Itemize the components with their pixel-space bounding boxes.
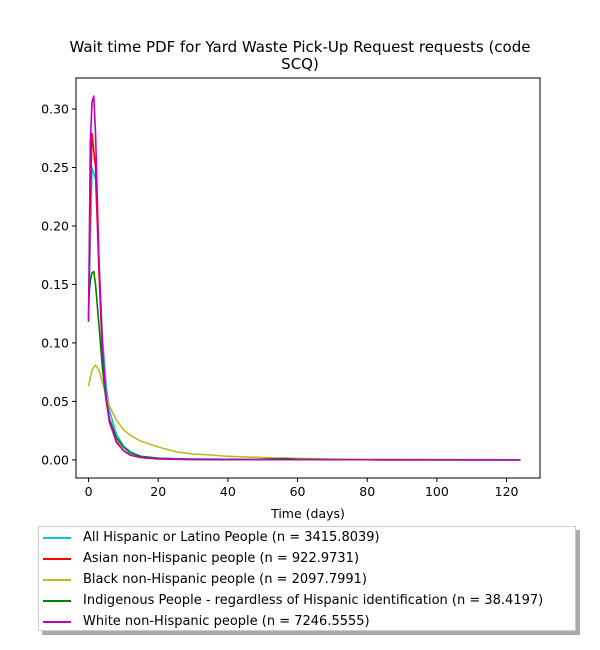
legend-item-asian: Asian non-Hispanic people (n = 922.9731): [39, 548, 359, 569]
legend-item-black: Black non-Hispanic people (n = 2097.7991…: [39, 569, 367, 590]
legend-swatch-black: [43, 578, 71, 581]
series-line-hispanic: [87, 166, 521, 461]
y-tick-label: 0.30: [41, 101, 69, 116]
x-tick-label: 40: [220, 484, 236, 499]
x-axis-label: Time (days): [270, 506, 345, 521]
y-tick-label: 0.25: [41, 160, 69, 175]
x-tick-label: 0: [85, 484, 93, 499]
series-line-white: [87, 95, 521, 461]
legend-label-black: Black non-Hispanic people (n = 2097.7991…: [83, 572, 367, 587]
series-line-asian: [87, 132, 521, 461]
legend-label-hispanic: All Hispanic or Latino People (n = 3415.…: [83, 530, 380, 545]
legend: All Hispanic or Latino People (n = 3415.…: [38, 526, 576, 631]
axes-frame: [75, 77, 541, 479]
y-tick-label: 0.15: [41, 277, 69, 292]
legend-label-indigenous: Indigenous People - regardless of Hispan…: [83, 593, 544, 608]
legend-swatch-asian: [43, 557, 71, 560]
legend-label-white: White non-Hispanic people (n = 7246.5555…: [83, 614, 370, 629]
series-line-black: [87, 364, 521, 461]
x-tick-label: 20: [150, 484, 166, 499]
x-tick-label: 100: [425, 484, 449, 499]
y-tick-label: 0.10: [41, 335, 69, 350]
legend-item-hispanic: All Hispanic or Latino People (n = 3415.…: [39, 527, 380, 548]
legend-label-asian: Asian non-Hispanic people (n = 922.9731): [83, 551, 360, 566]
x-ticks: 0 20 40 60 80 100 120: [85, 478, 519, 499]
legend-swatch-white: [43, 620, 71, 623]
chart-title-line-1: Wait time PDF for Yard Waste Pick-Up Req…: [69, 38, 531, 56]
x-tick-label: 120: [495, 484, 519, 499]
legend-item-white: White non-Hispanic people (n = 7246.5555…: [39, 611, 370, 632]
legend-swatch-indigenous: [43, 599, 71, 602]
legend-swatch-hispanic: [43, 536, 71, 539]
y-tick-label: 0.00: [41, 452, 69, 467]
x-tick-label: 80: [359, 484, 375, 499]
series-line-indigenous: [87, 270, 521, 461]
x-tick-label: 60: [290, 484, 306, 499]
legend-item-indigenous: Indigenous People - regardless of Hispan…: [39, 590, 543, 611]
y-tick-label: 0.20: [41, 218, 69, 233]
y-tick-label: 0.05: [41, 394, 69, 409]
plot-lines: [87, 95, 521, 461]
chart-title-line-2: SCQ): [281, 55, 319, 73]
y-ticks: 0.00 0.05 0.10 0.15 0.20 0.25 0.30: [41, 101, 76, 467]
